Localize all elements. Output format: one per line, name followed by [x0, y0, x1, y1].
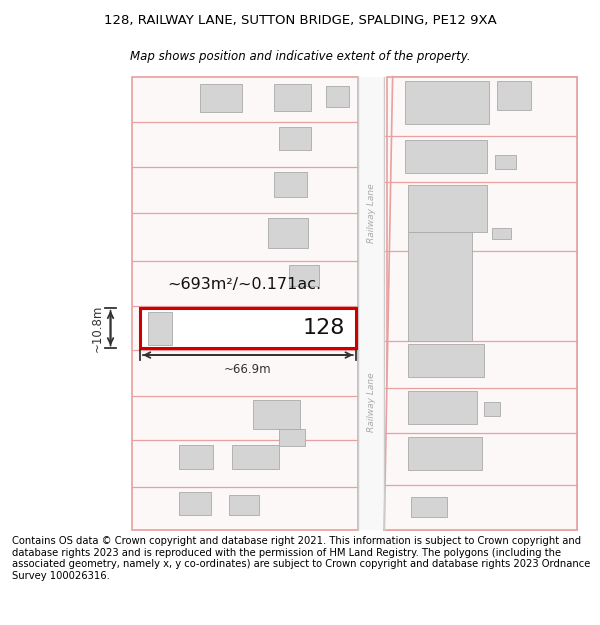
Bar — [497, 81, 530, 109]
Bar — [326, 86, 349, 107]
Bar — [274, 84, 311, 111]
Bar — [253, 401, 300, 429]
Bar — [140, 308, 356, 348]
Text: Contains OS data © Crown copyright and database right 2021. This information is : Contains OS data © Crown copyright and d… — [12, 536, 590, 581]
Bar — [388, 77, 577, 529]
Bar — [409, 391, 477, 424]
Bar — [495, 155, 516, 169]
Bar — [409, 437, 482, 470]
Text: ~66.9m: ~66.9m — [224, 362, 272, 376]
Bar — [409, 185, 487, 232]
Bar — [179, 445, 212, 469]
Bar — [409, 232, 472, 341]
Bar — [409, 344, 484, 377]
Bar — [289, 266, 319, 286]
Bar — [131, 77, 358, 529]
Bar — [274, 172, 307, 198]
Text: 128: 128 — [303, 318, 345, 338]
Text: ~10.8m: ~10.8m — [91, 304, 104, 352]
Bar — [410, 497, 448, 518]
Text: Railway Lane: Railway Lane — [367, 372, 376, 432]
Bar — [279, 429, 305, 446]
Bar — [279, 127, 311, 150]
Text: Railway Lane: Railway Lane — [367, 184, 376, 243]
Bar — [148, 312, 172, 344]
Bar — [268, 218, 308, 248]
Polygon shape — [384, 77, 577, 529]
Bar — [491, 228, 511, 239]
Bar — [358, 77, 384, 529]
Bar — [484, 402, 500, 416]
Bar — [179, 492, 211, 516]
Bar — [405, 140, 487, 173]
Text: ~693m²/~0.171ac.: ~693m²/~0.171ac. — [167, 277, 322, 292]
Bar — [232, 445, 279, 469]
Text: 128, RAILWAY LANE, SUTTON BRIDGE, SPALDING, PE12 9XA: 128, RAILWAY LANE, SUTTON BRIDGE, SPALDI… — [104, 14, 496, 27]
Text: Map shows position and indicative extent of the property.: Map shows position and indicative extent… — [130, 49, 470, 62]
Bar — [200, 84, 242, 112]
Bar — [229, 495, 259, 516]
Bar — [405, 81, 490, 124]
